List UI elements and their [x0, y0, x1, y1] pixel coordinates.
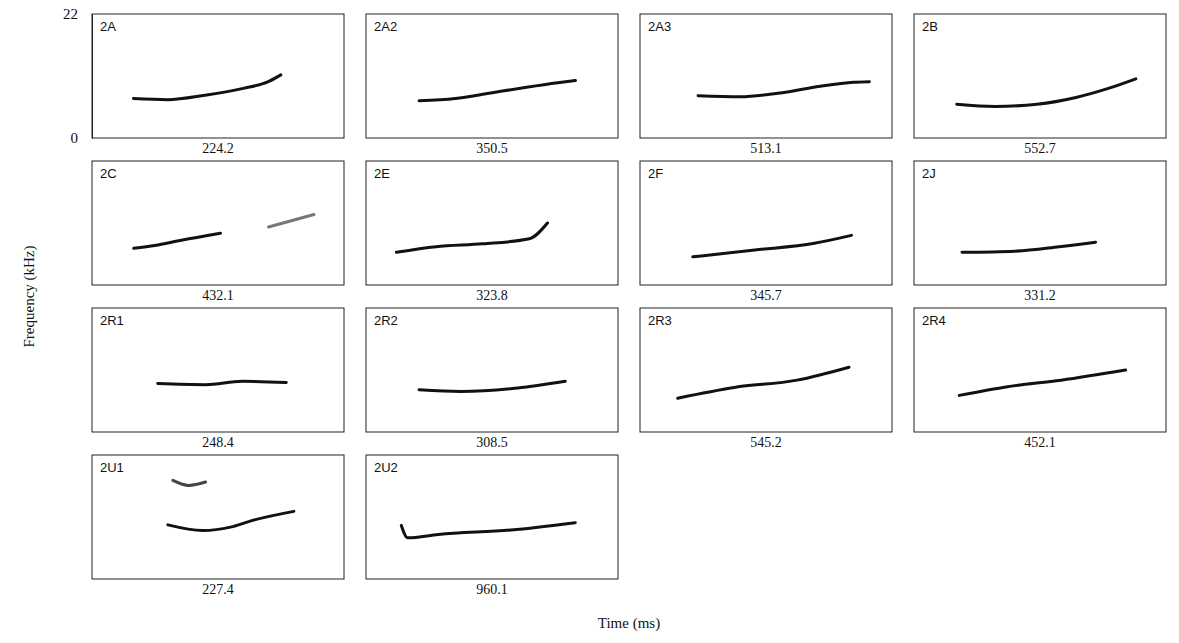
panel-label: 2B	[922, 19, 938, 34]
duration-label: 227.4	[202, 582, 234, 597]
panel: 2U2 960.1	[366, 455, 618, 597]
plot-frame	[92, 161, 344, 285]
panel-label: 2C	[100, 166, 117, 181]
panel-label: 2A2	[374, 19, 397, 34]
marks	[678, 367, 849, 398]
y-tick: 0	[71, 130, 93, 146]
figure: 2A 224.2 0 22 Frequency (kHz) Time (ms) 2A2 350…	[0, 0, 1179, 643]
marks	[134, 215, 314, 249]
marks	[158, 381, 287, 384]
panel-label: 2U1	[100, 460, 124, 475]
marks	[419, 381, 565, 391]
panel: 2C 432.1	[92, 161, 344, 303]
duration-label: 350.5	[476, 141, 508, 156]
duration-label: 331.2	[1024, 288, 1056, 303]
panel-label: 2A3	[648, 19, 671, 34]
call-contour	[957, 79, 1136, 107]
duration-label: 960.1	[476, 582, 508, 597]
panel-label: 2J	[922, 166, 936, 181]
duration-label: 452.1	[1024, 435, 1056, 450]
duration-label: 323.8	[476, 288, 508, 303]
duration-label: 432.1	[202, 288, 234, 303]
call-contour	[133, 75, 280, 100]
plot-frame	[640, 14, 892, 138]
panel-label: 2F	[648, 166, 663, 181]
marks	[698, 82, 869, 97]
plot-frame	[914, 161, 1166, 285]
plot-frame	[366, 14, 618, 138]
y-tick-label: 22	[63, 6, 78, 22]
duration-label: 224.2	[202, 141, 234, 156]
panel-label: 2E	[374, 166, 390, 181]
call-contour	[693, 235, 852, 256]
call-contour	[678, 367, 849, 398]
marks	[962, 242, 1096, 252]
marks	[401, 523, 575, 538]
panel: 2J 331.2	[914, 161, 1166, 303]
plot-frame	[92, 308, 344, 432]
plot-frame	[92, 14, 344, 138]
plot-frame	[640, 161, 892, 285]
panel: 2A3 513.1	[640, 14, 892, 156]
y-tick-label: 0	[71, 130, 79, 146]
panel-label: 2R2	[374, 313, 398, 328]
panel: 2E 323.8	[366, 161, 618, 303]
call-contour	[158, 381, 287, 384]
duration-label: 248.4	[202, 435, 234, 450]
y-axis: 0 22	[63, 6, 93, 146]
panel: 2A2 350.5	[366, 14, 618, 156]
panel-label: 2R4	[922, 313, 946, 328]
call-contour	[173, 480, 206, 485]
marks	[396, 223, 547, 252]
marks	[959, 370, 1125, 395]
call-contour	[419, 81, 575, 101]
panel: 2R3 545.2	[640, 308, 892, 450]
marks	[419, 81, 575, 101]
y-tick: 22	[63, 6, 92, 22]
panel: 2R1 248.4	[92, 308, 344, 450]
call-contour	[959, 370, 1125, 395]
panel-label: 2R1	[100, 313, 124, 328]
plot-frame	[92, 455, 344, 579]
panel: 2B 552.7	[914, 14, 1166, 156]
plot-frame	[914, 308, 1166, 432]
call-contour	[419, 381, 565, 391]
call-contour	[698, 82, 869, 97]
marks	[168, 480, 294, 530]
duration-label: 345.7	[750, 288, 782, 303]
call-contour	[134, 233, 221, 248]
marks	[693, 235, 852, 256]
panel: 2R4 452.1	[914, 308, 1166, 450]
panel-label: 2U2	[374, 460, 398, 475]
plot-frame	[366, 455, 618, 579]
panel-label: 2R3	[648, 313, 672, 328]
y-axis-line	[92, 15, 93, 139]
duration-label: 552.7	[1024, 141, 1056, 156]
panel: 2R2 308.5	[366, 308, 618, 450]
call-contour	[962, 242, 1096, 252]
marks	[957, 79, 1136, 107]
panel: 2A 224.2 0 22	[63, 6, 344, 156]
duration-label: 513.1	[750, 141, 782, 156]
plot-frame	[640, 308, 892, 432]
panel-label: 2A	[100, 19, 116, 34]
plot-frame	[366, 308, 618, 432]
marks	[133, 75, 280, 100]
panel: 2F 345.7	[640, 161, 892, 303]
plot-frame	[366, 161, 618, 285]
call-contour	[168, 511, 294, 530]
x-axis-title: Time (ms)	[598, 615, 660, 632]
y-axis-title: Frequency (kHz)	[21, 245, 38, 347]
call-contour	[396, 223, 547, 252]
duration-label: 308.5	[476, 435, 508, 450]
panel: 2U1 227.4	[92, 455, 344, 597]
call-contour	[268, 215, 313, 227]
call-contour	[401, 523, 575, 538]
duration-label: 545.2	[750, 435, 782, 450]
plot-frame	[914, 14, 1166, 138]
